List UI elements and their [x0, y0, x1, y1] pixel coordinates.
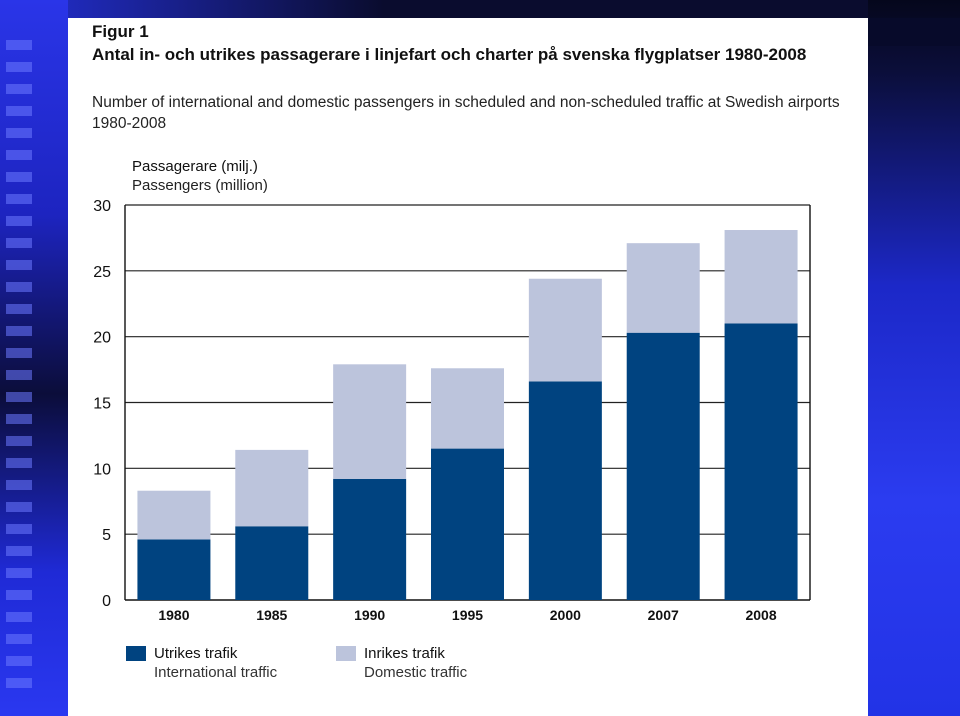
chart-title-swedish: Antal in- och utrikes passagerare i linj…: [92, 45, 807, 64]
x-tick-label: 1990: [354, 607, 385, 623]
bar-domestic-2007: [626, 243, 700, 333]
x-tick-label: 2000: [550, 607, 581, 623]
y-axis-label-english: Passengers (million): [132, 177, 268, 194]
slide-background-band: [868, 18, 960, 46]
bar-international-1990: [333, 478, 407, 600]
legend-swatch-domestic: [336, 646, 356, 661]
bar-international-1985: [235, 526, 309, 600]
y-tick-label: 20: [93, 330, 111, 347]
bar-international-1980: [137, 539, 211, 600]
x-tick-label: 2008: [745, 607, 776, 623]
bar-domestic-2000: [528, 278, 602, 382]
bar-domestic-1990: [333, 364, 407, 479]
y-tick-label: 15: [93, 396, 111, 413]
legend-label-domestic-en: Domestic traffic: [364, 664, 468, 681]
y-tick-label: 25: [93, 264, 111, 281]
bar-domestic-1980: [137, 490, 211, 540]
bar-domestic-1985: [235, 449, 309, 527]
legend-swatch-international: [126, 646, 146, 661]
decorative-squares: [6, 40, 32, 700]
chart-title-english: Number of international and domestic pas…: [92, 94, 840, 132]
y-tick-label: 0: [102, 593, 111, 610]
legend-label-domestic-sv: Inrikes trafik: [364, 645, 445, 662]
bar-domestic-1995: [431, 368, 504, 449]
slide-background-left: [0, 0, 68, 716]
y-tick-label: 10: [93, 461, 111, 478]
legend-label-international-en: International traffic: [154, 664, 278, 681]
x-tick-label: 1995: [452, 607, 483, 623]
figure-label: Figur 1: [92, 22, 149, 41]
legend-label-international-sv: Utrikes trafik: [154, 645, 238, 662]
y-axis-label-swedish: Passagerare (milj.): [132, 158, 258, 175]
x-tick-label: 2007: [648, 607, 679, 623]
y-tick-label: 30: [93, 198, 111, 215]
bar-international-2000: [528, 381, 602, 600]
figure-panel: Figur 1 Antal in- och utrikes passagerar…: [68, 18, 868, 716]
bar-international-2008: [724, 323, 798, 600]
slide-background-top: [0, 0, 960, 18]
x-tick-label: 1985: [256, 607, 287, 623]
slide-background-right: [868, 0, 960, 716]
bar-domestic-2008: [724, 230, 798, 324]
bar-international-1995: [431, 448, 504, 600]
bar-chart: 0 5 10 15 20 25 30 1980 1985 1990 1995 2000 2007 2008: [93, 198, 811, 623]
y-tick-label: 5: [102, 527, 111, 544]
bar-international-2007: [626, 332, 700, 600]
x-tick-label: 1980: [158, 607, 189, 623]
